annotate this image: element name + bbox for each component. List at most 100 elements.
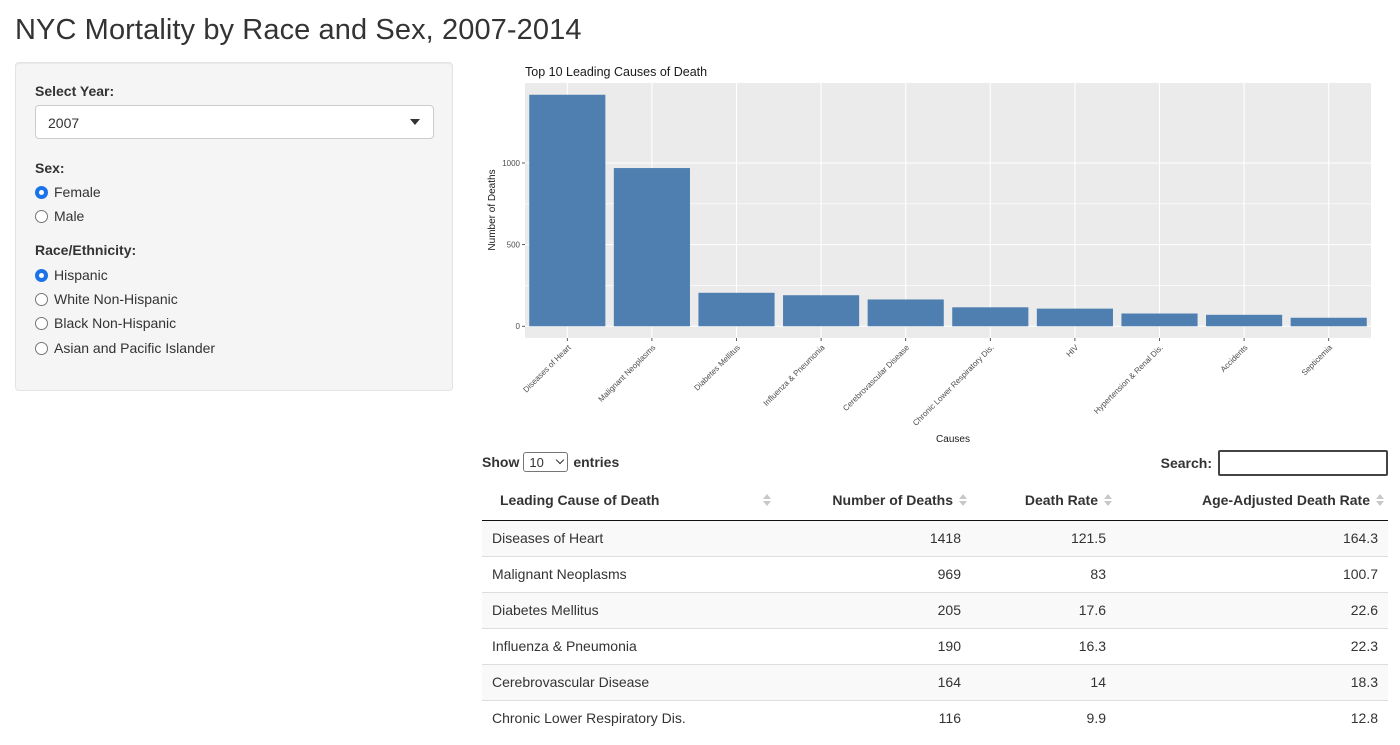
table-controls: Show 10 entries Search:	[482, 450, 1388, 476]
column-header-label: Death Rate	[1024, 492, 1098, 509]
cell-age-adjusted-rate: 18.3	[1116, 663, 1388, 700]
x-tick-label: Chronic Lower Respiratory Dis.	[911, 343, 996, 428]
cell-deaths: 969	[775, 555, 971, 592]
bar	[783, 295, 860, 327]
column-header-label: Age-Adjusted Death Rate	[1201, 492, 1370, 509]
bar	[698, 292, 775, 327]
x-tick-label: Influenza & Pneumonia	[762, 343, 827, 408]
cell-death-rate: 17.6	[971, 591, 1116, 628]
column-header-age-adjusted-rate[interactable]: Age-Adjusted Death Rate	[1116, 481, 1388, 521]
table-search: Search:	[1161, 450, 1388, 476]
radio-race-white[interactable]: White Non-Hispanic	[35, 290, 178, 308]
cell-age-adjusted-rate: 22.3	[1116, 627, 1388, 664]
sort-icon	[1104, 493, 1112, 508]
cell-age-adjusted-rate: 100.7	[1116, 555, 1388, 592]
bar	[1036, 308, 1113, 327]
radio-button[interactable]	[35, 268, 48, 282]
cell-deaths: 116	[775, 699, 971, 736]
sort-icon	[959, 493, 967, 508]
table-row: Influenza & Pneumonia 190 16.3 22.3	[482, 627, 1388, 664]
bar-chart: Top 10 Leading Causes of Death 0 500 1000 D…	[487, 65, 1371, 445]
radio-label: Male	[54, 208, 85, 224]
table-header-row: Leading Cause of Death Number of Deaths …	[482, 481, 1388, 521]
column-header-label: Number of Deaths	[832, 492, 953, 509]
radio-race-black[interactable]: Black Non-Hispanic	[35, 314, 176, 332]
cell-cause: Influenza & Pneumonia	[482, 627, 775, 664]
causes-table: Leading Cause of Death Number of Deaths …	[482, 481, 1388, 736]
cell-deaths: 190	[775, 627, 971, 664]
cell-death-rate: 16.3	[971, 627, 1116, 664]
cell-death-rate: 83	[971, 555, 1116, 592]
cell-age-adjusted-rate: 22.6	[1116, 591, 1388, 628]
radio-label: White Non-Hispanic	[54, 291, 178, 307]
x-tick-label: Septicemia	[1300, 343, 1335, 378]
radio-label: Asian and Pacific Islander	[54, 340, 216, 356]
radio-button[interactable]	[35, 292, 48, 306]
bar	[867, 299, 944, 327]
radio-race-hispanic[interactable]: Hispanic	[35, 266, 108, 284]
radio-sex-male[interactable]: Male	[35, 207, 84, 225]
year-select[interactable]: 2007	[35, 105, 434, 139]
cell-death-rate: 14	[971, 663, 1116, 700]
cell-death-rate: 9.9	[971, 699, 1116, 736]
radio-sex-female[interactable]: Female	[35, 183, 101, 201]
sidebar-panel: Select Year: 2007 Sex: Female Male Race/…	[15, 62, 453, 391]
caret-down-icon	[410, 119, 420, 125]
radio-button[interactable]	[35, 185, 48, 199]
radio-button[interactable]	[35, 209, 48, 223]
sort-icon	[763, 493, 771, 508]
radio-label: Black Non-Hispanic	[54, 315, 177, 331]
sex-label: Sex:	[35, 160, 65, 176]
x-tick-label: HIV	[1065, 343, 1081, 359]
column-header-death-rate[interactable]: Death Rate	[971, 481, 1116, 521]
search-input[interactable]	[1218, 450, 1388, 476]
show-label: Show	[482, 454, 520, 470]
bar	[1206, 314, 1283, 327]
x-tick-label: Hypertension & Renal Dis.	[1092, 343, 1165, 416]
race-label: Race/Ethnicity:	[35, 242, 137, 258]
cell-deaths: 1418	[775, 519, 971, 556]
radio-label: Female	[54, 184, 101, 200]
radio-label: Hispanic	[54, 267, 108, 283]
y-tick-label: 500	[507, 241, 521, 250]
year-label: Select Year:	[35, 83, 115, 99]
column-header-label: Leading Cause of Death	[500, 492, 660, 509]
radio-race-asian[interactable]: Asian and Pacific Islander	[35, 339, 215, 357]
column-header-cause[interactable]: Leading Cause of Death	[482, 481, 775, 521]
page-title: NYC Mortality by Race and Sex, 2007-2014	[15, 14, 582, 46]
x-tick-label: Diseases of Heart	[521, 343, 573, 395]
bar	[1121, 313, 1198, 327]
cell-cause: Diabetes Mellitus	[482, 591, 775, 628]
table-row: Chronic Lower Respiratory Dis. 116 9.9 12.8	[482, 699, 1388, 736]
entries-select[interactable]: 10	[523, 452, 569, 472]
column-header-deaths[interactable]: Number of Deaths	[775, 481, 971, 521]
table-row: Cerebrovascular Disease 164 14 18.3	[482, 663, 1388, 700]
cell-age-adjusted-rate: 12.8	[1116, 699, 1388, 736]
y-tick-label: 1000	[502, 159, 520, 168]
chevron-down-icon	[556, 455, 565, 465]
search-label: Search:	[1160, 455, 1212, 471]
cell-cause: Malignant Neoplasms	[482, 555, 775, 592]
bar	[952, 307, 1029, 327]
year-select-value: 2007	[48, 115, 80, 131]
entries-select-value: 10	[529, 454, 544, 470]
x-tick-label: Cerebrovascular Disease	[841, 343, 911, 413]
cell-cause: Cerebrovascular Disease	[482, 663, 775, 700]
x-tick-label: Accidents	[1219, 343, 1250, 374]
radio-button[interactable]	[35, 341, 48, 355]
sort-icon	[1376, 493, 1384, 508]
cell-cause: Diseases of Heart	[482, 519, 775, 556]
chart-title: Top 10 Leading Causes of Death	[525, 65, 707, 79]
x-tick-label: Malignant Neoplasms	[597, 343, 658, 404]
cell-deaths: 164	[775, 663, 971, 700]
cell-age-adjusted-rate: 164.3	[1116, 519, 1388, 556]
bar	[1290, 317, 1367, 327]
y-tick-label: 0	[516, 322, 521, 331]
radio-button[interactable]	[35, 316, 48, 330]
x-tick-label: Diabetes Mellitus	[692, 343, 741, 392]
entries-length-control: Show 10 entries	[482, 452, 619, 472]
cell-deaths: 205	[775, 591, 971, 628]
bar	[613, 168, 690, 327]
table-row: Diseases of Heart 1418 121.5 164.3	[482, 519, 1388, 556]
entries-label: entries	[573, 454, 620, 470]
